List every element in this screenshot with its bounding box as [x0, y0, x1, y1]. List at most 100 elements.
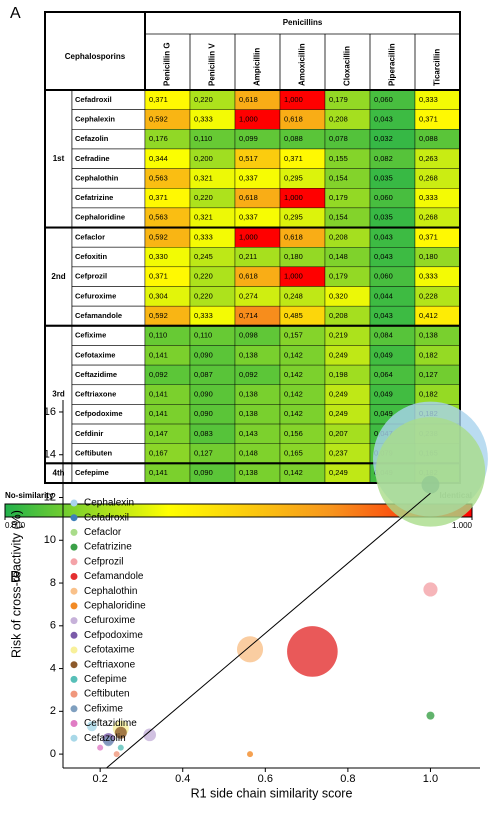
row-label: Cefpodoxime: [75, 409, 123, 418]
colorbar-tick-label: 0.000: [5, 521, 26, 530]
cell-label: 0,110: [194, 134, 212, 143]
row-label: Cefprozil: [75, 272, 107, 281]
cell-label: 0,249: [329, 468, 348, 477]
cell-label: 0,618: [239, 193, 258, 202]
cell-label: 0,165: [284, 449, 303, 458]
cell-label: 0,208: [329, 311, 348, 320]
cell-label: 0,371: [149, 193, 168, 202]
bubble: [426, 711, 435, 720]
cell-label: 0,207: [329, 429, 348, 438]
cell-label: 0,618: [239, 95, 258, 104]
row-label: Cefoxitin: [75, 252, 108, 261]
colorbar: [4, 503, 473, 518]
row-label: Cefuroxime: [75, 291, 116, 300]
cell-label: 0,371: [149, 95, 168, 104]
cell-label: 0,333: [419, 95, 438, 104]
cell-label: 0,371: [419, 232, 438, 241]
cell-label: 0,274: [239, 291, 258, 300]
cell-label: 0,295: [284, 213, 303, 222]
cell-label: 0,179: [329, 193, 348, 202]
bubble: [375, 417, 486, 527]
legend-swatch: [70, 543, 78, 551]
cell-label: 0,138: [239, 409, 258, 418]
x-tick-label: 0.2: [93, 773, 108, 785]
cell-label: 0,148: [329, 252, 348, 261]
cell-label: 0,249: [329, 350, 348, 359]
y-tick-label: 4: [50, 662, 56, 674]
cell-label: 0,083: [194, 429, 213, 438]
cell-label: 1,000: [284, 95, 303, 104]
cell-label: 0,337: [239, 173, 258, 182]
cell-label: 0,035: [374, 213, 393, 222]
cell-label: 0,032: [374, 134, 393, 143]
x-axis-label: R1 side chain similarity score: [191, 786, 353, 800]
cell-label: 0,200: [194, 154, 213, 163]
cell-label: 0,142: [284, 370, 303, 379]
cell-label: 0,088: [419, 134, 438, 143]
legend-label: Cefuroxime: [84, 615, 136, 626]
cell-label: 0,333: [194, 114, 213, 123]
y-tick-label: 0: [50, 748, 56, 760]
cell-label: 0,180: [419, 252, 438, 261]
cell-label: 0,110: [194, 331, 212, 340]
cell-label: 0,333: [194, 311, 213, 320]
cell-label: 0,127: [194, 449, 213, 458]
cell-label: 0,138: [239, 390, 258, 399]
cell-label: 0,220: [194, 193, 213, 202]
cell-label: 0,220: [194, 95, 213, 104]
x-tick-label: 0.4: [175, 773, 190, 785]
bubble: [117, 744, 124, 751]
cell-label: 0,344: [149, 154, 168, 163]
cell-label: 0,167: [149, 449, 168, 458]
cell-label: 0,142: [284, 468, 303, 477]
cell-label: 0,156: [284, 429, 303, 438]
cell-label: 0,138: [239, 468, 258, 477]
cell-label: 0,333: [194, 232, 213, 241]
y-tick-label: 6: [50, 620, 56, 632]
cell-label: 0,179: [329, 272, 348, 281]
legend-label: Cefprozil: [84, 556, 123, 567]
group-label: 2nd: [51, 272, 65, 281]
legend-label: Cephalexin: [84, 498, 134, 509]
bubble: [247, 751, 254, 758]
cell-label: 0,321: [194, 213, 213, 222]
bubble: [86, 721, 97, 732]
column-label: Piperacillin: [388, 43, 397, 86]
legend-label: Cefazolin: [84, 733, 126, 744]
legend-label: Cefotaxime: [84, 645, 135, 656]
group-label: 4th: [53, 468, 65, 477]
row-label: Cefixime: [75, 331, 106, 340]
legend-swatch: [70, 558, 78, 566]
legend-label: Cephaloridine: [84, 601, 146, 612]
cell-label: 0,228: [419, 291, 438, 300]
legend-label: Cefadroxil: [84, 512, 129, 523]
x-tick-label: 0.6: [258, 773, 273, 785]
colorbar-tick-label: 1.000: [452, 521, 473, 530]
cell-label: 0,248: [284, 291, 303, 300]
row-label: Ceftibuten: [75, 449, 112, 458]
cell-label: 0,245: [194, 252, 213, 261]
bubble: [287, 626, 338, 677]
row-label: Cefepime: [75, 468, 109, 477]
cell-label: 0,141: [149, 390, 168, 399]
legend-swatch: [70, 573, 78, 580]
cell-label: 0,049: [374, 409, 393, 418]
cell-label: 0,044: [374, 291, 393, 300]
cell-label: 0,208: [329, 114, 348, 123]
cell-label: 0,043: [374, 311, 393, 320]
legend-label: Cefpodoxime: [84, 630, 143, 641]
cell-label: 0,043: [374, 252, 393, 261]
legend-label: Cephalothin: [84, 586, 137, 597]
cell-label: 0,563: [149, 213, 168, 222]
cell-label: 0,371: [419, 114, 438, 123]
cell-label: 0,263: [419, 154, 438, 163]
cell-label: 0,082: [374, 154, 393, 163]
row-label: Cefotaxime: [75, 350, 115, 359]
cell-label: 0,090: [194, 409, 213, 418]
cell-label: 0,157: [284, 331, 303, 340]
legend-label: Ceftazidime: [84, 718, 137, 729]
legend-swatch: [70, 690, 78, 698]
cell-label: 0,099: [239, 134, 258, 143]
bubble: [423, 582, 438, 597]
row-label: Cephaloridine: [75, 213, 125, 222]
